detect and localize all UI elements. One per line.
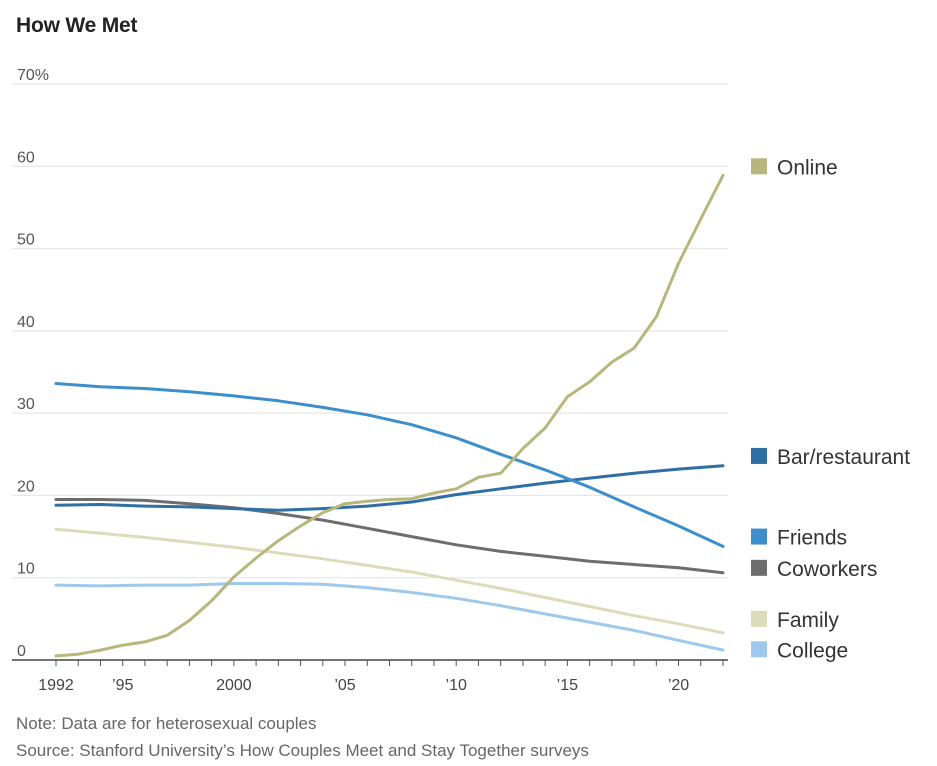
note-text: Note: Data are for heterosexual couples <box>16 714 317 733</box>
source-text: Source: Stanford University’s How Couple… <box>16 741 589 760</box>
series-lines <box>54 173 725 658</box>
x-tick-label: 2000 <box>216 677 252 694</box>
legend-label-family: Family <box>777 609 839 632</box>
legend-swatch-friends <box>751 528 767 545</box>
chart-title: How We Met <box>16 14 138 37</box>
series-line-bar-restaurant <box>54 464 725 512</box>
gridlines <box>12 83 728 579</box>
line-chart: 0 10 20 30 40 50 60 70% 1992 ’95 2000 ’05 ’10 ’15 ’20… <box>12 67 910 694</box>
series-line-online <box>54 173 725 658</box>
legend: Online Bar/restaurant Friends Coworkers Fami… <box>751 156 910 662</box>
legend-swatch-online <box>751 158 767 175</box>
y-tick-label: 40 <box>17 314 35 331</box>
x-tick-label: ’20 <box>668 677 689 694</box>
x-axis: 1992 ’95 2000 ’05 ’10 ’15 ’20 <box>12 659 728 694</box>
y-axis-ticks: 0 10 20 30 40 50 60 70% <box>17 67 49 660</box>
y-tick-label: 10 <box>17 561 35 578</box>
x-tick-label: ’05 <box>334 677 355 694</box>
series-line-family <box>54 527 725 635</box>
y-tick-label: 0 <box>17 643 26 660</box>
legend-swatch-college <box>751 641 767 658</box>
x-tick-label: ’10 <box>446 677 467 694</box>
legend-label-online: Online <box>777 156 838 179</box>
legend-swatch-family <box>751 610 767 627</box>
legend-label-college: College <box>777 639 848 662</box>
y-tick-label: 60 <box>17 149 35 166</box>
x-tick-label: ’95 <box>112 677 133 694</box>
legend-label-coworkers: Coworkers <box>777 558 877 581</box>
y-tick-label: 20 <box>17 478 35 495</box>
series-line-friends <box>54 382 725 548</box>
y-tick-label: 50 <box>17 232 35 249</box>
legend-label-bar-restaurant: Bar/restaurant <box>777 446 910 469</box>
x-tick-label: ’15 <box>557 677 578 694</box>
y-tick-label: 70% <box>17 67 49 84</box>
series-line-coworkers <box>54 498 725 575</box>
legend-label-friends: Friends <box>777 527 847 550</box>
legend-swatch-bar-restaurant <box>751 447 767 464</box>
series-line-college <box>54 582 725 652</box>
y-tick-label: 30 <box>17 396 35 413</box>
x-tick-label: 1992 <box>38 677 74 694</box>
legend-swatch-coworkers <box>751 559 767 576</box>
